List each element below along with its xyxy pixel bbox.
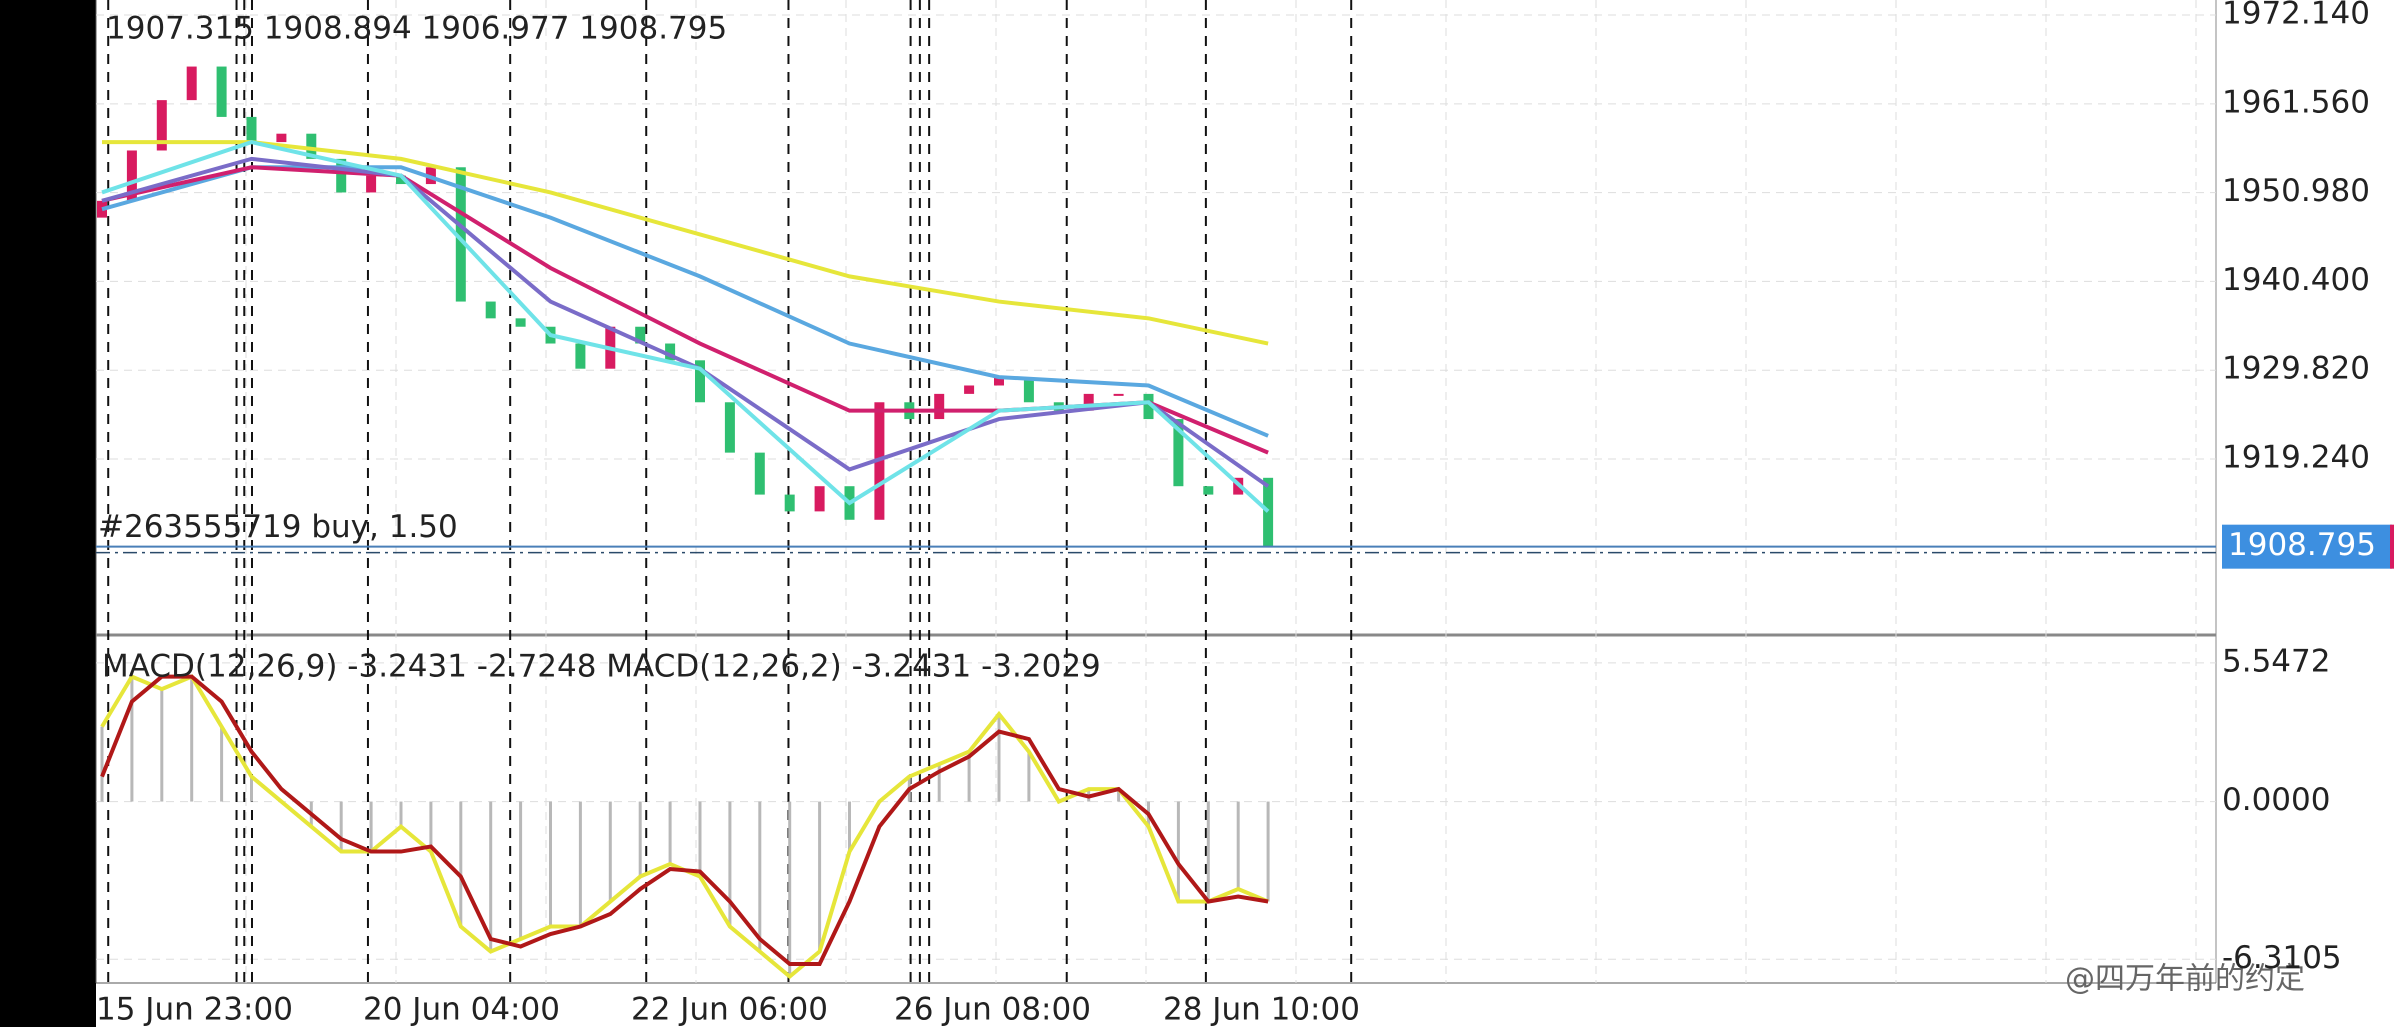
histogram-bar — [130, 676, 134, 802]
histogram-bar — [728, 801, 732, 927]
histogram-bar — [818, 801, 822, 952]
histogram-bar — [788, 801, 792, 977]
histogram-bar — [399, 801, 403, 827]
candle — [276, 133, 287, 143]
moving-average — [101, 140, 1270, 513]
candle — [814, 486, 825, 512]
histogram-bar — [578, 801, 582, 927]
x-tick-label: 22 Jun 06:00 — [631, 992, 828, 1027]
candle — [126, 150, 137, 201]
candle — [964, 385, 975, 394]
candle — [1113, 393, 1124, 396]
candle — [665, 343, 676, 361]
histogram-bar — [937, 764, 941, 802]
histogram-bar — [250, 776, 253, 802]
macd-line — [100, 674, 1269, 967]
candle — [396, 175, 406, 185]
histogram-bar — [1206, 801, 1210, 902]
x-tick-label: 26 Jun 08:00 — [894, 992, 1091, 1027]
histogram-bar — [1027, 751, 1031, 802]
y-tick-label: 1940.400 — [2222, 262, 2370, 298]
candle — [1173, 419, 1184, 487]
histogram-bar — [429, 801, 433, 852]
y-tick-label: 1929.820 — [2222, 351, 2370, 387]
histogram-bar — [160, 689, 164, 802]
histogram-bar — [758, 801, 762, 952]
macd-header: MACD(12,26,9) -3.2431 -2.7248 MACD(12,26… — [102, 649, 1101, 685]
macd-line — [100, 674, 1269, 980]
y-tick-label: 1961.560 — [2222, 84, 2370, 120]
candle — [186, 66, 197, 101]
candle — [366, 175, 377, 193]
candle — [246, 116, 257, 143]
y-tick-label: -6.3105 — [2222, 940, 2342, 976]
histogram-bar — [848, 801, 851, 852]
histogram-bar — [190, 676, 194, 802]
histogram-bar — [1236, 801, 1240, 890]
session-lines — [107, 0, 1353, 983]
candle — [515, 318, 526, 327]
moving-average — [101, 156, 1270, 488]
histogram-bar — [1176, 801, 1180, 902]
candle — [485, 301, 496, 319]
y-tick-label: 1919.240 — [2222, 440, 2370, 476]
histogram-bar — [100, 726, 104, 802]
price-tag-edge — [2390, 524, 2394, 569]
histogram-bar — [489, 801, 493, 952]
candle — [754, 452, 765, 495]
candle — [455, 167, 466, 302]
candle — [994, 377, 1004, 386]
candle — [695, 360, 705, 403]
candle — [1143, 393, 1154, 420]
current-price-label: 1908.795 — [2228, 527, 2376, 563]
x-tick-label: 28 Jun 10:00 — [1163, 992, 1360, 1027]
moving-average — [102, 140, 1269, 346]
candle — [1023, 377, 1034, 403]
left-edge — [0, 0, 96, 1027]
histogram-bar — [339, 801, 343, 852]
histogram-bar — [1117, 789, 1121, 802]
histogram-bar — [608, 801, 612, 902]
y-tick-label: 1972.140 — [2222, 0, 2370, 32]
histogram-bar — [369, 801, 373, 852]
candle — [1263, 477, 1274, 547]
plot — [97, 66, 1274, 980]
histogram-bar — [967, 751, 971, 802]
histogram-bar — [1266, 801, 1270, 902]
y-tick-label: 5.5472 — [2222, 643, 2330, 679]
price-tag-bg — [2222, 524, 2392, 569]
candle — [336, 158, 347, 193]
watermark: @四万年前的约定 — [2065, 962, 2305, 997]
histogram-bar — [668, 801, 672, 865]
moving-average — [101, 165, 1269, 438]
ohlc-header: 1907.315 1908.894 1906.977 1908.795 — [106, 11, 727, 47]
histogram-bar — [459, 801, 463, 927]
candle — [635, 326, 646, 344]
histogram-bar — [698, 801, 702, 877]
candle — [1203, 486, 1214, 495]
candle — [934, 393, 945, 420]
histogram-bar — [549, 801, 552, 927]
candle — [156, 100, 167, 151]
candle — [784, 494, 795, 512]
y-tick-label: 0.0000 — [2222, 782, 2330, 818]
candle — [216, 66, 227, 117]
x-tick-label: 20 Jun 04:00 — [363, 992, 560, 1027]
histogram-bar — [519, 801, 523, 940]
candle — [724, 402, 735, 453]
candle — [1083, 393, 1094, 411]
candle — [575, 343, 586, 369]
histogram-bar — [638, 801, 642, 877]
grid — [96, 0, 2216, 983]
order-label: #263555719 buy, 1.50 — [98, 509, 458, 545]
histogram-bar — [220, 726, 224, 802]
histogram-bar — [997, 714, 1001, 802]
candle — [306, 133, 317, 159]
y-tick-label: 1950.980 — [2222, 173, 2370, 209]
x-tick-label: 15 Jun 23:00 — [96, 992, 293, 1027]
